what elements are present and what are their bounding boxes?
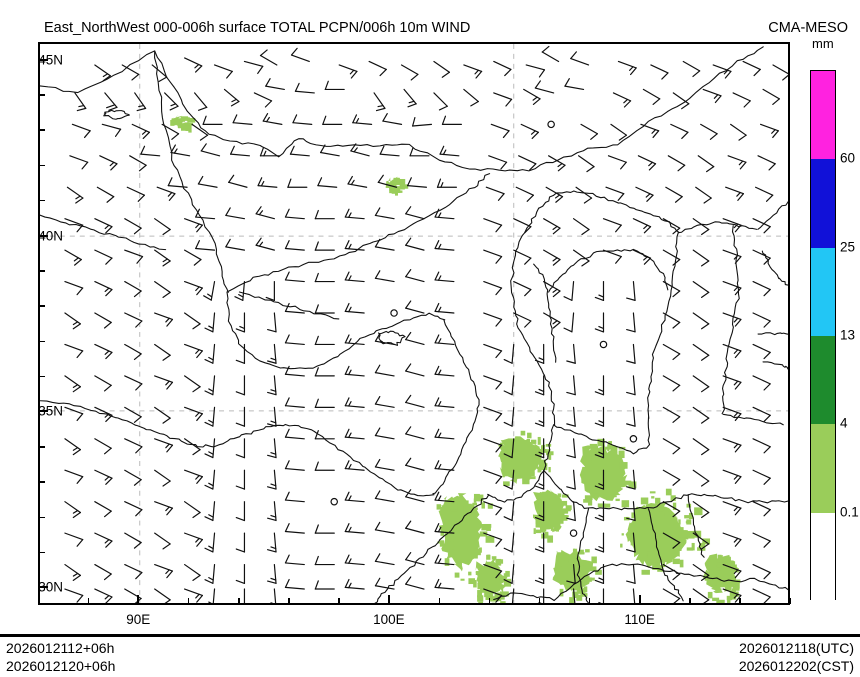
y-axis-tick-label: 40N	[38, 228, 63, 244]
y-axis-minor-tick	[39, 305, 45, 307]
footer-init-time-local: 2026012120+06h	[6, 658, 116, 674]
page-title: East_NorthWest 000-006h surface TOTAL PC…	[44, 20, 471, 36]
x-axis-minor-tick	[338, 598, 340, 604]
x-axis-minor-tick	[588, 598, 591, 604]
x-axis-major-tick	[137, 595, 140, 604]
x-axis-major-tick	[638, 595, 641, 604]
footer-init-time: 2026012112+06h	[6, 640, 115, 656]
colorbar[interactable]	[810, 70, 836, 601]
y-axis-minor-tick	[39, 270, 45, 272]
x-axis-minor-tick	[187, 598, 190, 604]
y-axis-minor-tick	[39, 375, 45, 378]
colorbar-tick-label: 60	[840, 150, 856, 166]
x-axis-tick-label: 90E	[126, 612, 151, 627]
x-axis-minor-tick	[37, 598, 39, 604]
wind-barbs-layer	[64, 45, 788, 603]
colorbar-band[interactable]	[811, 71, 835, 161]
x-axis-minor-tick	[438, 598, 441, 604]
x-axis-minor-tick	[488, 598, 491, 604]
colorbar-tick-label: 4	[840, 415, 848, 431]
y-axis-major-tick	[39, 58, 48, 61]
y-axis-tick-label: 45N	[38, 52, 63, 68]
y-axis-minor-tick	[39, 94, 45, 96]
y-axis-minor-tick	[39, 516, 45, 519]
colorbar-band[interactable]	[811, 512, 835, 601]
map-canvas	[40, 44, 788, 603]
x-axis-minor-tick	[689, 598, 691, 604]
y-axis-major-tick	[39, 410, 48, 413]
y-axis-minor-tick	[39, 129, 45, 131]
colorbar-tick-label: 13	[840, 327, 856, 343]
colorbar-unit-label: mm	[812, 36, 834, 51]
y-axis-minor-tick	[39, 446, 45, 448]
colorbar-band[interactable]	[811, 247, 835, 337]
precipitation-layer	[169, 114, 741, 603]
colorbar-tick-label: 25	[840, 239, 856, 255]
y-axis-minor-tick	[39, 340, 45, 343]
y-axis-major-tick	[39, 586, 48, 589]
colorbar-band[interactable]	[811, 424, 835, 514]
y-axis-tick-label: 35N	[38, 403, 63, 419]
y-axis-minor-tick	[39, 164, 45, 167]
y-axis-minor-tick	[39, 481, 45, 483]
map-plot-area[interactable]	[38, 42, 790, 605]
colorbar-band[interactable]	[811, 159, 835, 249]
x-axis-minor-tick	[739, 598, 741, 604]
y-axis-major-tick	[39, 234, 48, 237]
colorbar-tick-label: 0.1	[840, 504, 859, 520]
x-axis-minor-tick	[238, 598, 240, 604]
y-axis-tick-label: 30N	[38, 579, 63, 595]
x-axis-minor-tick	[87, 598, 90, 604]
model-label: CMA-MESO	[768, 20, 848, 36]
x-axis-minor-tick	[288, 598, 290, 604]
x-axis-minor-tick	[789, 598, 791, 604]
colorbar-band[interactable]	[811, 336, 835, 426]
x-axis-tick-label: 110E	[624, 612, 655, 627]
x-axis-major-tick	[387, 595, 390, 604]
x-axis-minor-tick	[538, 598, 541, 604]
x-axis-tick-label: 100E	[373, 612, 405, 627]
footer-divider	[0, 634, 860, 637]
y-axis-minor-tick	[39, 199, 45, 202]
footer-valid-time-cst: 2026012202(CST)	[738, 658, 854, 674]
footer-valid-time-utc: 2026012118(UTC)	[739, 640, 854, 656]
y-axis-minor-tick	[39, 551, 45, 554]
